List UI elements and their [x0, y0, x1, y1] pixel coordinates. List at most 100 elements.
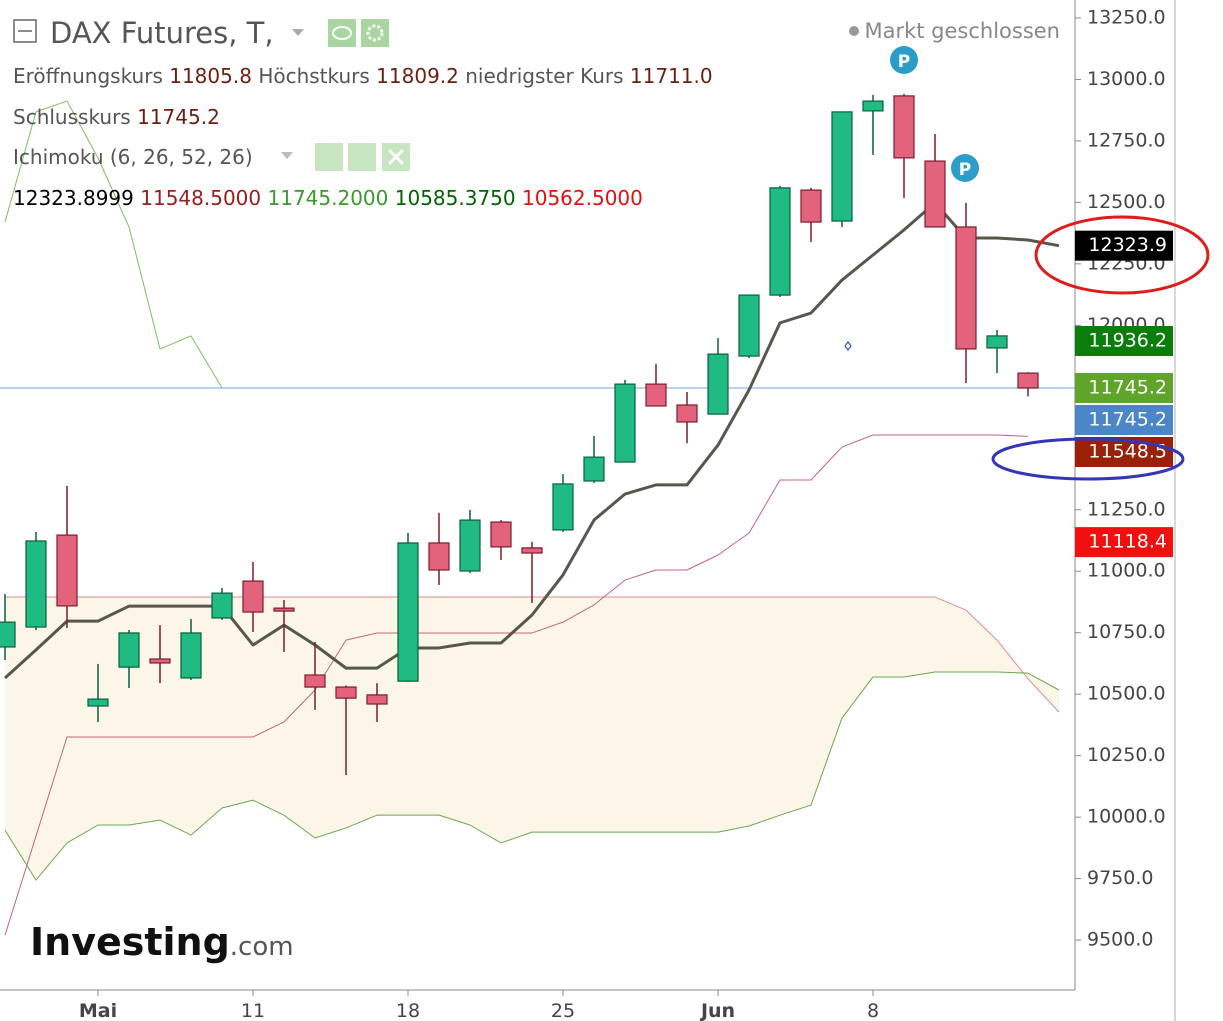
plot-area	[0, 93, 1075, 936]
x-tick-label: Mai	[79, 1000, 117, 1021]
pivot-marker[interactable]	[890, 46, 918, 74]
indicator-value: 11548.5000	[140, 186, 261, 210]
price-tag-label: 11745.2	[1088, 376, 1167, 398]
indicator-values: 12323.8999 11548.5000 11745.2000 10585.3…	[13, 186, 643, 210]
watermark-brand: Investing	[30, 920, 230, 964]
ohlc-value: 11805.8	[169, 64, 252, 88]
y-tick-label: 11000.0	[1087, 560, 1166, 582]
y-tick-label: 10500.0	[1087, 683, 1166, 705]
cloud-fill	[5, 597, 1059, 881]
x-tick-label: 11	[241, 1000, 265, 1021]
highlight-ellipse	[991, 437, 1185, 481]
collapse-button[interactable]	[13, 19, 37, 43]
candle-body	[366, 694, 388, 705]
price-tag-label: 11548.5	[1088, 440, 1167, 462]
y-tick-label: 11250.0	[1087, 498, 1166, 520]
watermark: Investing.com	[30, 920, 294, 964]
x-tick-label: 25	[551, 1000, 575, 1021]
y-tick-label: 12750.0	[1087, 129, 1166, 151]
indicator-name: Ichimoku (6, 26, 52, 26)	[13, 145, 253, 169]
x-tick-label: Jun	[699, 1000, 735, 1021]
candle-body	[180, 632, 202, 679]
y-tick-label: 10000.0	[1087, 806, 1166, 828]
annotations: P P Investing.com	[30, 46, 979, 964]
candle-body	[800, 189, 822, 223]
ohlc-legend-row: Eröffnungskurs 11805.8 Höchstkurs 11809.…	[13, 64, 713, 88]
candle-body	[87, 698, 109, 707]
ohlc-label: niedrigster Kurs	[465, 64, 623, 88]
y-tick-label: 9750.0	[1087, 867, 1153, 889]
candle-body	[831, 111, 853, 222]
highlight-overlays	[991, 215, 1210, 481]
candle-body	[459, 519, 481, 572]
y-tick-label: 13000.0	[1087, 68, 1166, 90]
indicator-settings-button[interactable]	[348, 143, 376, 171]
candle-body	[676, 404, 698, 423]
title-dropdown[interactable]	[292, 29, 304, 36]
indicator-value: 10562.5000	[522, 186, 643, 210]
candle-body	[397, 542, 419, 682]
pivot-marker[interactable]	[951, 154, 979, 182]
candle-body	[862, 100, 884, 112]
price-tag	[1075, 230, 1173, 261]
pivot-label: P	[959, 160, 971, 180]
ohlc-legend-row: Schlusskurs 11745.2	[13, 105, 220, 129]
candle-body	[738, 294, 760, 357]
ohlc-label: Eröffnungskurs	[13, 64, 163, 88]
axes	[0, 0, 1176, 1021]
price-tag-label: 11118.4	[1088, 531, 1167, 553]
candle-body	[893, 95, 915, 159]
status-dot	[849, 26, 859, 36]
price-tag-label: 12323.9	[1088, 234, 1167, 256]
pivot-label: P	[898, 52, 910, 72]
candle-body	[521, 547, 543, 554]
indicator-value: 12323.8999	[13, 186, 134, 210]
price-tag	[1075, 372, 1173, 403]
header: DAX Futures, T, Markt geschlossen Eröffn…	[13, 16, 1060, 210]
chart-title: DAX Futures, T,	[50, 16, 274, 50]
candle-body	[1017, 372, 1039, 389]
indicator-dropdown[interactable]	[281, 152, 293, 159]
price-axis: 9500.0 9750.0 10000.0 10250.0 10500.0 10750.0…	[79, 6, 1173, 1021]
candle-body	[614, 383, 636, 463]
candle-body	[490, 521, 512, 548]
candle-body	[211, 592, 233, 619]
candle-body	[273, 607, 295, 612]
ohlc-label: Schlusskurs	[13, 105, 131, 129]
indicator-value: 11745.2000	[268, 186, 389, 210]
indicator-line	[4, 671, 1060, 881]
ohlc-label: Höchstkurs	[258, 64, 370, 88]
price-tag-label: 11936.2	[1088, 330, 1167, 352]
small-marker	[844, 341, 852, 351]
ohlc-value: 11745.2	[137, 105, 220, 129]
candle-body	[0, 621, 16, 648]
indicator-line	[4, 434, 1029, 936]
candle-body	[645, 383, 667, 407]
x-tick-label: 18	[396, 1000, 420, 1021]
watermark-domain: .com	[230, 932, 294, 962]
x-tick-label: 8	[867, 1000, 879, 1021]
candle-body	[552, 483, 574, 531]
market-status: Markt geschlossen	[864, 19, 1060, 43]
remove-icon	[387, 148, 405, 166]
candle-body	[769, 187, 791, 296]
price-tag	[1075, 404, 1173, 435]
candle-body	[707, 353, 729, 415]
eye-icon	[332, 26, 352, 40]
candle-body	[986, 335, 1008, 349]
settings-button[interactable]	[361, 19, 389, 47]
candle-body	[242, 580, 264, 613]
indicator-visibility-button[interactable]	[315, 143, 343, 171]
candle-body	[304, 674, 326, 688]
y-tick-label: 9500.0	[1087, 929, 1153, 951]
indicator-line	[3, 201, 1060, 680]
candle-body	[149, 658, 171, 664]
candle-body	[118, 632, 140, 668]
price-tag	[1075, 436, 1173, 467]
candle-body	[924, 160, 946, 228]
candle-body	[428, 542, 450, 571]
price-tag	[1075, 527, 1173, 558]
candle-body	[25, 540, 47, 628]
y-tick-label: 13250.0	[1087, 6, 1166, 28]
